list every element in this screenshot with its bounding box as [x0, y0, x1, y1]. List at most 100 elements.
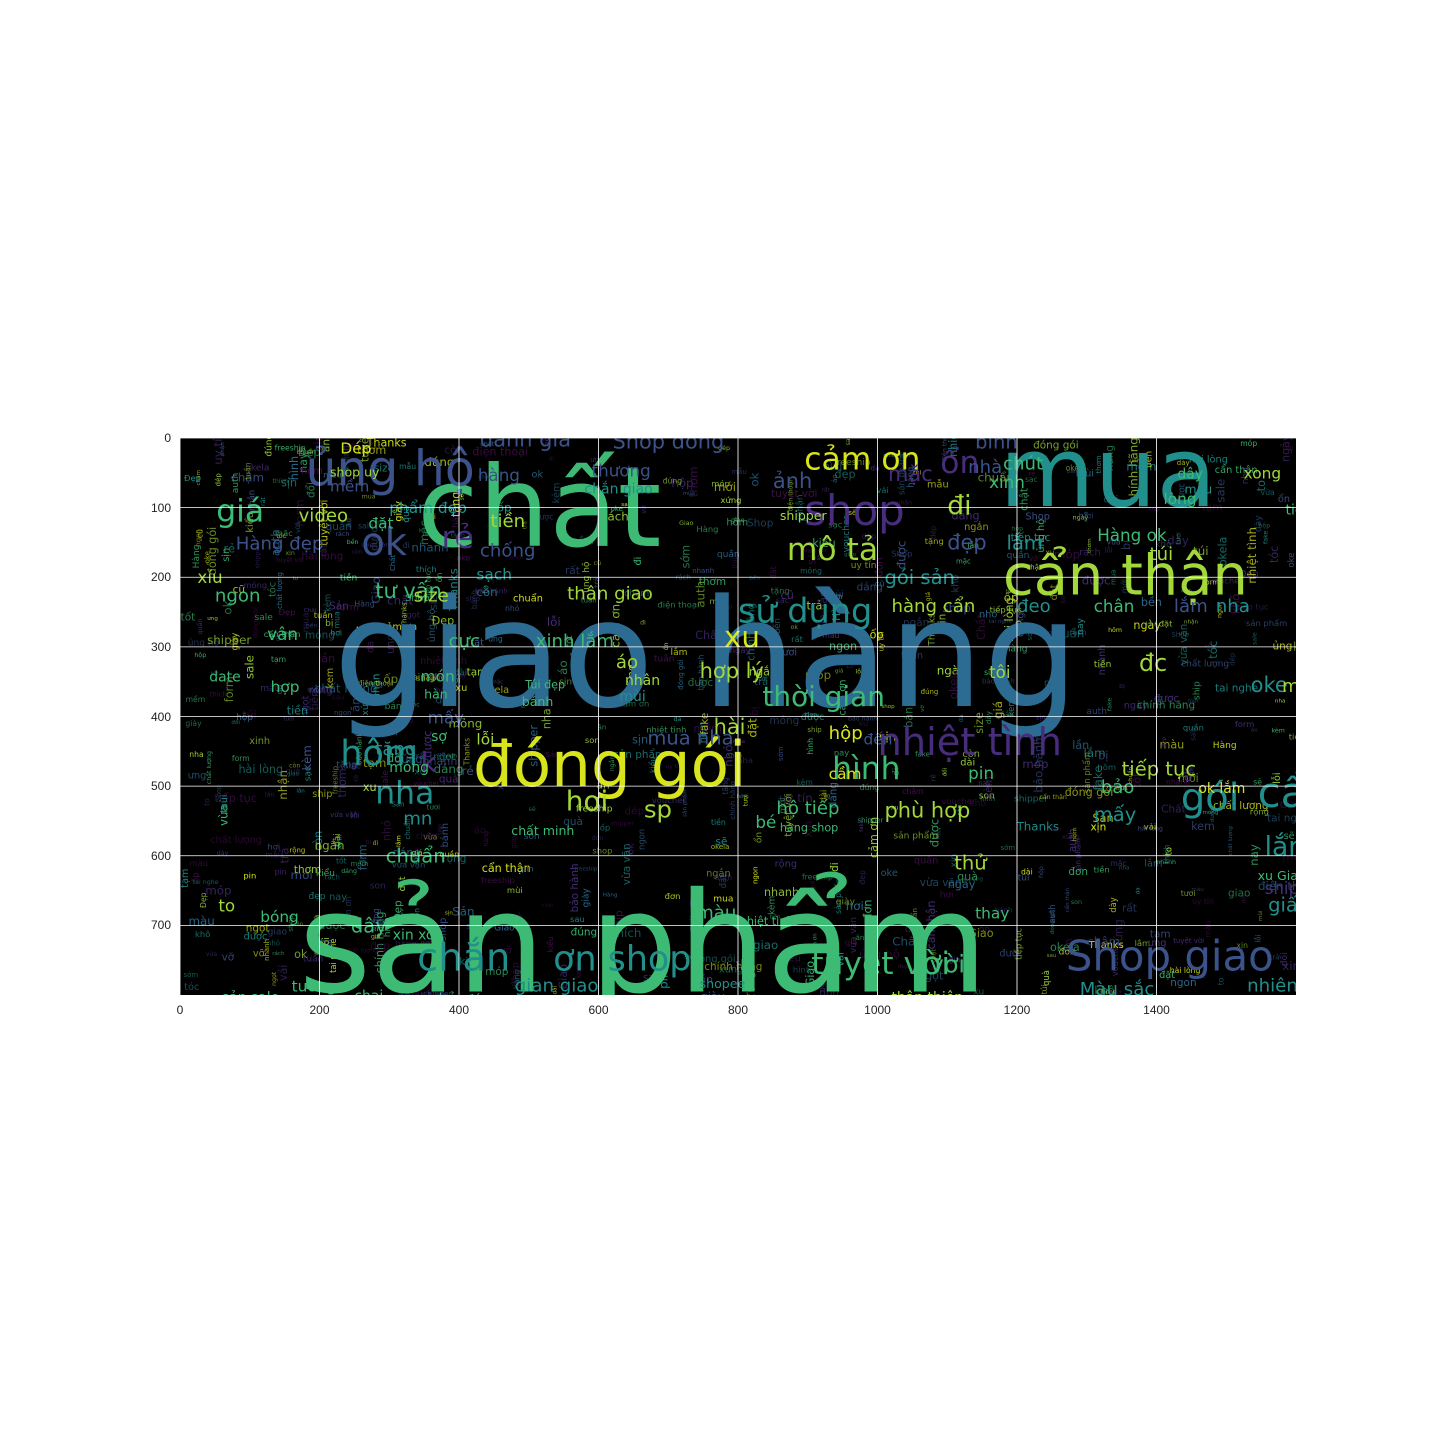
- cloud-word-small: ngày: [1279, 438, 1292, 462]
- cloud-word-small: ngày: [1133, 619, 1161, 632]
- cloud-word-small: nhận: [246, 490, 257, 511]
- cloud-word-small: túi: [1193, 544, 1208, 558]
- cloud-word-small: Đẹp: [278, 607, 295, 617]
- cloud-word-small: hài lòng: [1283, 444, 1296, 452]
- cloud-word-small: sẽ: [1253, 777, 1262, 786]
- cloud-word-small: rách: [272, 950, 285, 957]
- cloud-word-small: tuần: [244, 462, 253, 480]
- cloud-word-small: màu: [323, 469, 342, 479]
- cloud-word-small: kem: [348, 518, 354, 530]
- cloud-word-small: đúng: [860, 783, 880, 792]
- cloud-word-small: ngọt: [401, 610, 421, 620]
- cloud-word-small: sản phẩm: [613, 748, 665, 761]
- cloud-word-small: khô: [1155, 539, 1172, 550]
- cloud-word-small: bảo hành: [697, 654, 706, 690]
- cloud-word: vân: [267, 624, 298, 644]
- cloud-word-small: nha: [540, 708, 553, 729]
- cloud-word-small: đúng: [424, 455, 454, 469]
- cloud-word-small: chất lượng: [276, 572, 284, 609]
- cloud-word-small: rách: [325, 873, 340, 881]
- cloud-word-small: nay: [1247, 844, 1261, 866]
- cloud-word-small: ship: [807, 726, 822, 734]
- cloud-word-small: bị: [325, 619, 333, 629]
- cloud-word-small: nay: [329, 892, 347, 903]
- cloud-word-small: xứng: [1062, 833, 1079, 841]
- cloud-word-small: tốt: [759, 675, 768, 683]
- cloud-word-small: Giao: [494, 924, 515, 934]
- cloud-word-small: đổi: [387, 752, 404, 765]
- cloud-word-small: chất lượng: [315, 681, 378, 695]
- cloud-word-small: pin: [275, 867, 287, 876]
- cloud-word: vời: [930, 951, 965, 979]
- cloud-word-small: tai nghe: [1267, 812, 1296, 824]
- cloud-word-small: ship: [466, 595, 481, 603]
- cloud-word-small: sớm: [680, 545, 693, 568]
- cloud-word-small: uy tín: [851, 561, 877, 571]
- cloud-word-small: chật: [480, 440, 494, 448]
- cloud-word-small: giày: [701, 990, 725, 995]
- cloud-word-small: tai nghe: [989, 619, 1013, 625]
- cloud-word: nhà: [968, 457, 1002, 478]
- cloud-word-small: Chất: [975, 613, 988, 640]
- cloud-word: mua nha: [647, 726, 733, 749]
- cloud-word-small: xứng: [1104, 445, 1116, 471]
- cloud-word-small: ngắn: [706, 867, 731, 880]
- cloud-word-small: rách: [603, 510, 629, 524]
- cloud-word-small: trả: [807, 599, 823, 612]
- cloud-word-small: mới: [714, 480, 736, 494]
- cloud-word-small: cũ: [875, 579, 885, 589]
- cloud-word-small: lần: [318, 652, 335, 665]
- cloud-word-small: oke: [394, 911, 413, 923]
- cloud-word: ơn shop: [553, 940, 691, 980]
- cloud-word-small: xu: [414, 768, 425, 778]
- cloud-word-small: kèm: [796, 778, 812, 787]
- cloud-word-small: đi: [892, 768, 902, 776]
- cloud-word-small: fake: [859, 819, 865, 831]
- cloud-word-small: giao: [421, 940, 433, 946]
- cloud-word-small: hơi: [267, 841, 280, 851]
- cloud-word-small: quà: [439, 774, 459, 786]
- cloud-word-small: Sản: [391, 800, 404, 808]
- cloud-word-small: nhỏ: [722, 745, 736, 767]
- cloud-word-small: điện thoại: [358, 680, 393, 688]
- cloud-word-small: Shop: [891, 548, 912, 558]
- cloud-word-small: ok: [626, 843, 637, 855]
- cloud-word: ổn: [940, 444, 979, 481]
- cloud-word-small: hơi: [330, 629, 342, 638]
- cloud-word-small: cảm ơn: [836, 680, 848, 716]
- cloud-word: hơi: [566, 785, 608, 818]
- cloud-word-small: đóng gói: [677, 659, 685, 689]
- cloud-word-small: hàng: [906, 467, 916, 488]
- cloud-word-small: mẫu: [731, 467, 746, 476]
- cloud-word-small: túi: [913, 468, 921, 476]
- cloud-word-small: Giao: [804, 961, 817, 987]
- cloud-word-small: vỡ: [253, 948, 265, 959]
- cloud-word-small: tốt: [564, 635, 574, 647]
- cloud-word-small: tóc: [410, 700, 420, 708]
- cloud-word-small: rách: [335, 530, 349, 538]
- cloud-word-small: giày: [230, 633, 240, 651]
- cloud-word-small: sịn: [559, 678, 572, 688]
- cloud-word-small: quần: [196, 619, 204, 635]
- cloud-word-small: ủng hộ: [188, 637, 220, 648]
- cloud-word-small: chậm: [478, 473, 493, 480]
- cloud-word-small: ăn: [598, 724, 607, 732]
- cloud-word-small: tiền: [692, 974, 713, 987]
- cloud-word-small: hài lòng: [1170, 966, 1201, 975]
- cloud-word-small: ngon: [1216, 602, 1223, 618]
- cloud-word-small: vừa vặn: [1178, 624, 1190, 666]
- cloud-word: shopee: [700, 976, 746, 991]
- cloud-word-small: cẩn thận: [1215, 463, 1258, 476]
- cloud-word-small: freeship: [575, 866, 598, 872]
- cloud-word-small: mới: [778, 797, 789, 814]
- cloud-word-small: kem: [574, 962, 583, 978]
- cloud-word-small: túi: [769, 993, 780, 995]
- cloud-word-small: Hàng: [1036, 628, 1053, 636]
- cloud-word-small: pin: [657, 971, 671, 989]
- cloud-word-small: shipper: [857, 816, 883, 824]
- cloud-word-small: dép: [929, 525, 937, 539]
- cloud-word-small: màu: [189, 914, 215, 928]
- cloud-word-small: Thanks: [366, 438, 407, 450]
- cloud-word-small: mùi: [827, 590, 844, 600]
- cloud-word: thân giao: [567, 584, 653, 605]
